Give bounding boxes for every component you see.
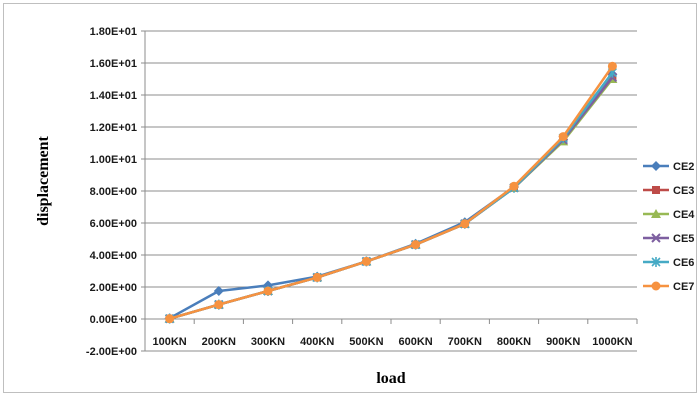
x-tick-label: 100KN [152,336,186,348]
data-point-ce7 [361,256,371,266]
x-tick-label: 400KN [300,336,334,348]
legend-label-ce7: CE7 [673,281,694,293]
data-point-ce7 [509,181,519,191]
legend-label-ce3: CE3 [673,185,694,197]
legend-marker-ce7 [651,281,661,291]
data-point-ce7 [312,272,322,282]
y-tick-label: 1.80E+01 [90,26,137,38]
y-tick-label: 4.00E+00 [90,250,137,262]
series-line-ce5 [169,76,614,320]
y-tick-label: 6.00E+00 [90,218,137,230]
data-point-ce7 [558,132,568,142]
data-point-ce7 [263,286,273,296]
x-tick-label: 1000KN [592,336,632,348]
series-line-ce2 [168,73,614,320]
x-tick-label: 600KN [398,336,432,348]
y-tick-label: 0.00E+00 [90,314,137,326]
y-tick-label: 1.40E+01 [90,90,137,102]
legend-marker-ce6 [651,257,661,267]
legend-label-ce5: CE5 [673,233,694,245]
legend-marker-ce2 [651,161,661,171]
series-line-ce7 [169,65,614,320]
y-axis-title: displacement [35,135,52,225]
x-axis-title: load [376,370,405,387]
data-point-ce7 [411,240,421,250]
chart-frame [3,3,697,393]
legend-label-ce4: CE4 [673,209,695,221]
series-line-ce6 [169,71,614,320]
x-tick-label: 700KN [448,336,482,348]
y-tick-label: 1.00E+01 [90,154,137,166]
legend-marker-ce4 [651,209,661,218]
legend-label-ce2: CE2 [673,161,694,173]
x-tick-label: 900KN [546,336,580,348]
series-line-ce4 [169,78,614,320]
y-tick-label: 1.60E+01 [90,58,137,70]
y-tick-label: 8.00E+00 [90,186,137,198]
data-point-ce7 [460,219,470,229]
legend-marker-ce3 [652,186,660,194]
series-line-ce3 [169,76,614,320]
y-tick-label: 2.00E+00 [90,282,137,294]
x-tick-label: 800KN [497,336,531,348]
data-point-ce7 [165,314,175,324]
x-tick-label: 200KN [202,336,236,348]
x-tick-label: 500KN [349,336,383,348]
data-point-ce7 [214,300,224,310]
data-point-ce2 [213,286,224,296]
data-point-ce7 [607,61,617,71]
x-tick-label: 300KN [251,336,285,348]
legend-marker-ce5 [651,233,661,243]
y-tick-label: 1.20E+01 [90,122,137,134]
legend-label-ce6: CE6 [673,257,694,269]
y-tick-label: -2.00E+00 [86,346,137,358]
